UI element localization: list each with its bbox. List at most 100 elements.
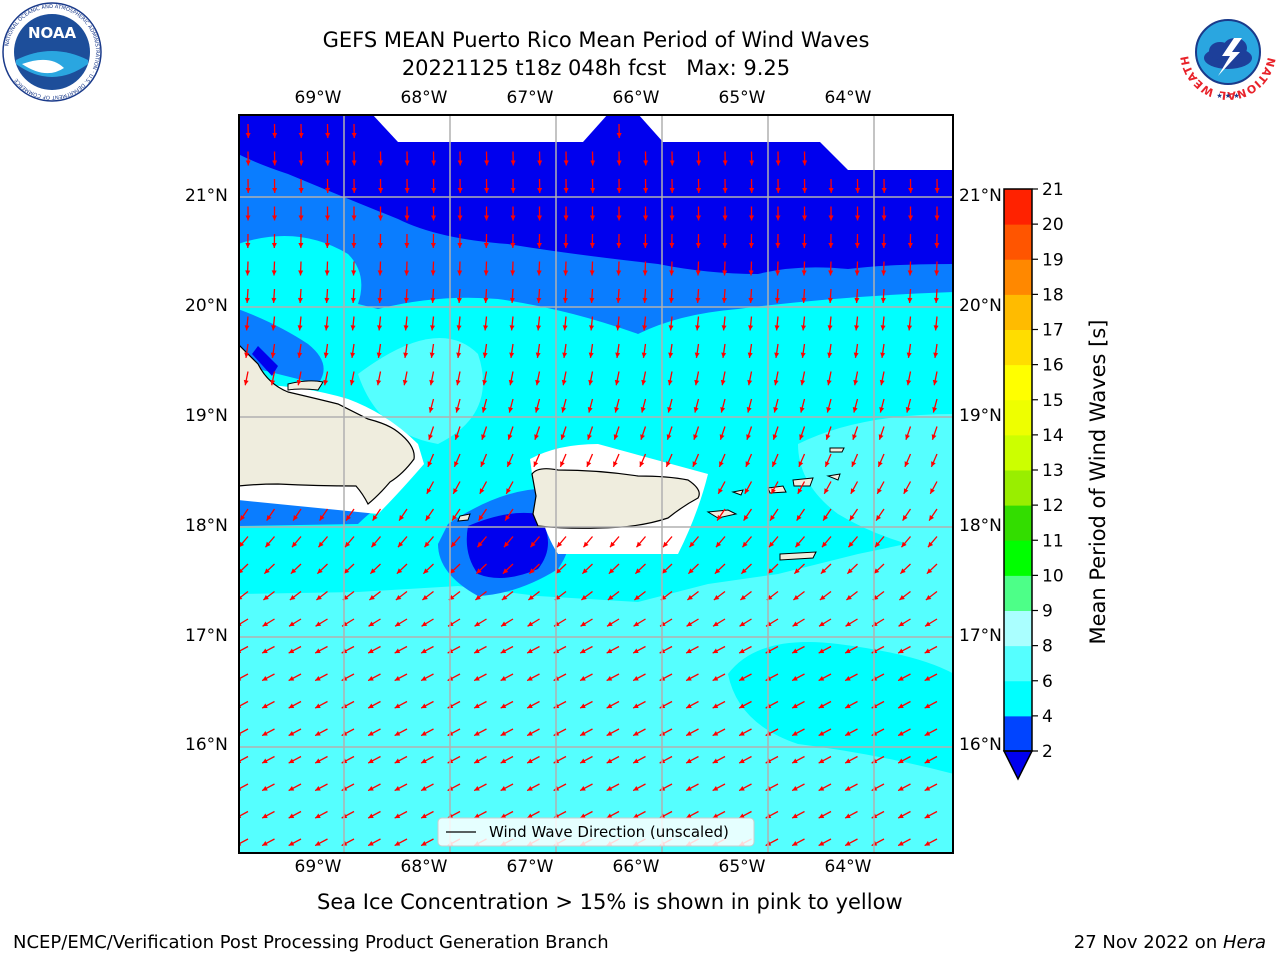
wind-arrow-head (688, 568, 694, 574)
wind-arrow-head (606, 758, 613, 764)
svg-text:★ ★ ★: ★ ★ ★ (1216, 92, 1239, 100)
wind-arrow-head (712, 786, 719, 791)
wind-arrow-head (474, 621, 481, 627)
wind-arrow-head (533, 461, 539, 467)
wind-arrow-head (527, 621, 534, 627)
wind-arrow-head (265, 541, 271, 548)
wind-arrow-head (616, 270, 622, 276)
wind-arrow-head (586, 461, 592, 467)
wind-arrow-head (583, 541, 589, 548)
wind-arrow-head (298, 132, 304, 138)
legend-label: Wind Wave Direction (unscaled) (489, 823, 729, 841)
wind-arrow-head (501, 594, 508, 601)
wind-arrow-head (633, 621, 640, 627)
wind-arrow-head (901, 541, 907, 548)
wind-arrow-head (908, 187, 914, 193)
wind-arrow-head (428, 434, 433, 440)
wind-arrow-head (562, 297, 568, 303)
wind-arrow-head (898, 813, 904, 819)
wind-arrow-head (933, 352, 939, 358)
wind-arrow-head (693, 407, 699, 413)
lat-label-left-6: 16°N (185, 735, 228, 755)
wind-arrow-head (686, 786, 692, 791)
wind-arrow-head (930, 488, 935, 494)
wind-arrow-head (422, 594, 428, 601)
wind-arrow-head (590, 187, 596, 193)
colorbar-extend-triangle (1002, 750, 1034, 781)
wind-arrow-head (666, 434, 672, 440)
island-virgin-gorda (826, 473, 841, 481)
footer-host: Hera (1222, 932, 1266, 953)
wind-arrow-head (633, 813, 639, 819)
wind-arrow-head (881, 270, 887, 276)
wind-arrow-head (245, 270, 251, 276)
wind-arrow-head (924, 731, 931, 736)
wind-arrow-head (774, 352, 780, 358)
colorbar-swatch (1004, 224, 1032, 260)
wind-arrow-head (377, 297, 383, 303)
wind-arrow-head (926, 568, 933, 574)
wind-arrow-head (695, 325, 701, 331)
wind-arrow-head (606, 813, 613, 819)
wind-arrow-head (507, 461, 512, 467)
wind-arrow-head (686, 813, 692, 819)
wind-arrow-head (455, 407, 461, 413)
wind-arrow-head (898, 676, 904, 681)
wind-arrow-head (270, 352, 276, 358)
wind-arrow-head (288, 676, 295, 681)
wind-arrow-head (634, 594, 640, 601)
missing-data-top-2 (638, 114, 954, 170)
wind-arrow-head (854, 297, 860, 303)
wind-arrow-head (421, 731, 427, 736)
wind-arrow-head (720, 379, 726, 386)
wind-arrow-head (722, 270, 728, 276)
wind-arrow-head (845, 703, 851, 709)
wind-arrow-head (288, 731, 295, 736)
map-legend: Wind Wave Direction (unscaled) (437, 817, 755, 847)
footer-date: 27 Nov 2022 on Hera (1074, 932, 1266, 953)
wind-arrow-head (718, 488, 723, 494)
wind-arrow-head (826, 379, 832, 386)
wind-arrow-head (715, 541, 722, 548)
wind-arrow-head (613, 461, 618, 467)
wind-arrow-head (643, 187, 649, 193)
wind-arrow-head (477, 541, 483, 548)
wind-arrow-head (643, 160, 649, 166)
wind-arrow-head (880, 325, 886, 331)
wind-arrow-head (774, 297, 780, 303)
wind-arrow-head (560, 434, 566, 440)
wind-arrow-head (927, 541, 934, 548)
wind-arrow-head (395, 594, 402, 601)
wind-arrow-head (431, 187, 437, 193)
wave-period-map: Wind Wave Direction (unscaled) (238, 114, 954, 854)
wind-arrow-head (925, 621, 931, 627)
wind-arrow-head (456, 325, 462, 331)
wind-arrow-head (315, 703, 321, 709)
wind-arrow-head (421, 841, 427, 846)
wind-arrow-head (640, 407, 646, 413)
wind-arrow-head (739, 731, 745, 736)
wind-arrow-head (394, 786, 401, 791)
wind-arrow-head (536, 270, 542, 276)
wind-arrow-head (668, 297, 674, 303)
wind-arrow-head (739, 621, 746, 627)
wind-arrow-head (854, 270, 860, 276)
wind-arrow-head (403, 325, 409, 331)
wind-arrow-head (474, 648, 480, 654)
lon-label-bottom-5: 65°W (718, 857, 766, 877)
lat-label-left-5: 17°N (185, 626, 228, 646)
wind-arrow-head (932, 379, 938, 386)
wind-arrow-head (323, 352, 329, 358)
wind-arrow-head (457, 270, 463, 276)
wind-arrow-head (686, 731, 692, 736)
wind-arrow-head (818, 676, 825, 681)
wind-arrow-head (394, 703, 401, 709)
wind-arrow-head (457, 160, 463, 166)
wind-arrow-head (722, 242, 728, 248)
wind-arrow-head (449, 568, 456, 574)
wind-arrow-head (799, 407, 805, 413)
wind-arrow-head (527, 731, 533, 736)
wind-arrow-head (615, 297, 621, 303)
wind-arrow-head (615, 325, 621, 331)
wind-arrow-head (767, 568, 774, 574)
